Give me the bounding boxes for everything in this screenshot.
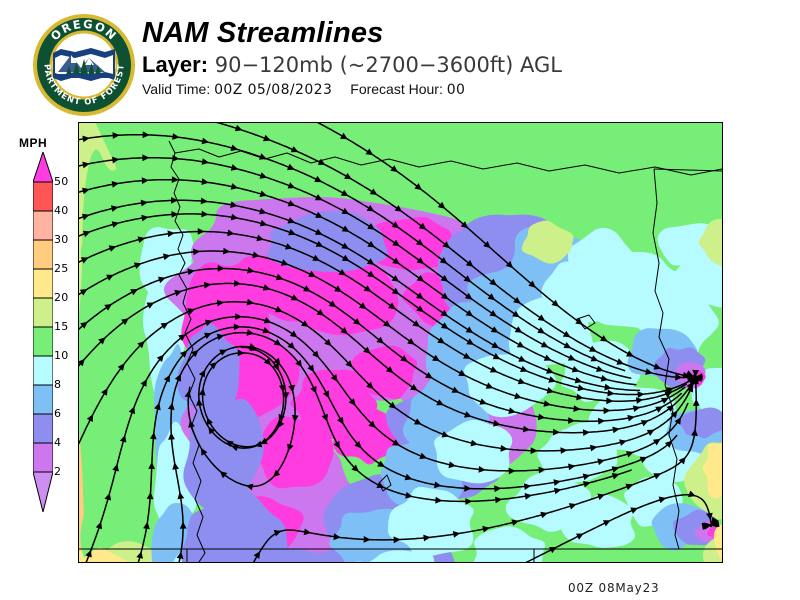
legend-tick-40: 40 — [54, 204, 69, 217]
weather-map[interactable] — [78, 122, 723, 563]
legend-tick-labels: 50 40 30 25 20 15 10 8 6 4 2 — [54, 152, 80, 512]
layer-label: Layer: — [142, 52, 209, 77]
valid-time-value: 00Z 05/08/2023 — [214, 82, 333, 98]
valid-time-label: Valid Time: — [142, 81, 211, 97]
legend-tick-6: 6 — [54, 407, 62, 420]
forecast-hour-label: Forecast Hour: — [350, 81, 443, 97]
oregon-dept-forestry-logo: OREGON DEPARTMENT OF FORESTRY — [26, 4, 137, 118]
legend-tick-10: 10 — [54, 349, 69, 362]
legend-tick-30: 30 — [54, 233, 69, 246]
layer-line: Layer: 90−120mb (~2700−3600ft) AGL — [142, 52, 562, 78]
valid-time-line: Valid Time: 00Z 05/08/2023 Forecast Hour:… — [142, 81, 562, 99]
legend-title: MPH — [19, 136, 48, 150]
page-title: NAM Streamlines — [142, 17, 384, 49]
forecast-hour-value: 00 — [446, 82, 466, 98]
legend-tick-15: 15 — [54, 320, 69, 333]
legend-colorbar: MPH 50 40 30 25 20 15 10 8 6 4 2 — [8, 136, 76, 528]
legend-tick-2: 2 — [54, 465, 62, 478]
header: OREGON DEPARTMENT OF FORESTRY NAM Stream… — [0, 0, 800, 118]
layer-value: 90−120mb (~2700−3600ft) AGL — [214, 53, 562, 77]
legend-tick-8: 8 — [54, 378, 62, 391]
map-timestamp: 00Z 08May23 — [568, 581, 660, 595]
legend-tick-25: 25 — [54, 262, 69, 275]
legend-tick-50: 50 — [54, 175, 69, 188]
legend-tick-20: 20 — [54, 291, 69, 304]
title-block: NAM Streamlines Layer: 90−120mb (~2700−3… — [142, 18, 562, 99]
legend-tick-4: 4 — [54, 436, 62, 449]
legend-bar — [32, 150, 54, 513]
